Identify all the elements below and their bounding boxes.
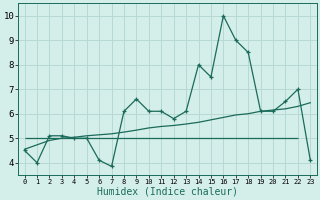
X-axis label: Humidex (Indice chaleur): Humidex (Indice chaleur) <box>97 187 238 197</box>
